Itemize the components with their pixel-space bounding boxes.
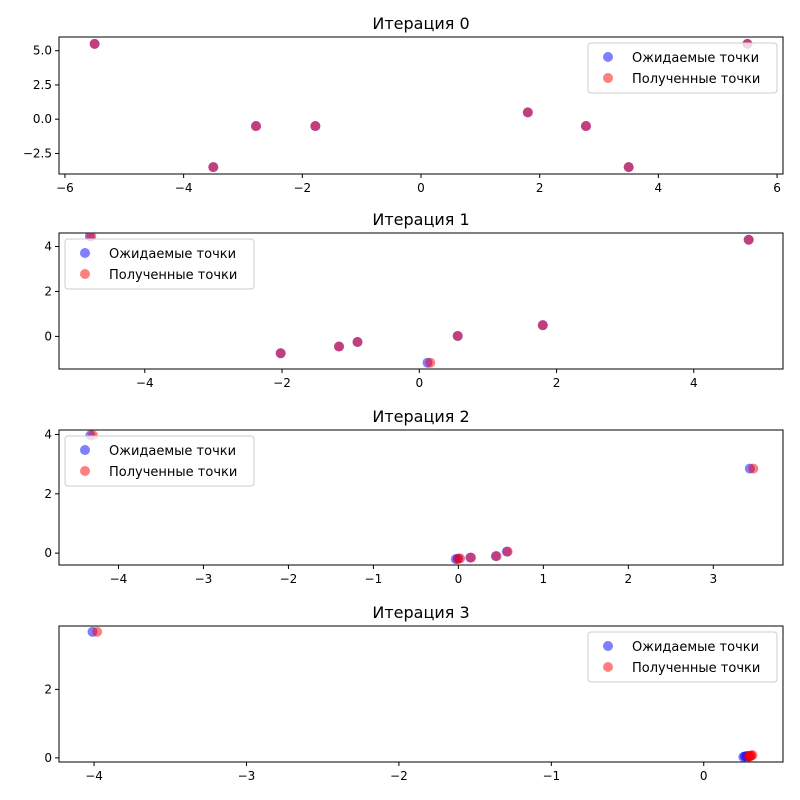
y-tick-label: 2 [44, 284, 52, 298]
obtained-point [743, 234, 754, 245]
obtained-point [425, 357, 436, 368]
x-tick-label: −2 [273, 376, 291, 390]
x-tick-label: −4 [85, 769, 103, 783]
obtained-point [623, 162, 634, 173]
legend: Ожидаемые точки Полученные точки [64, 435, 255, 487]
x-tick-label: −4 [175, 181, 193, 195]
obtained-point [452, 330, 463, 341]
legend-marker [80, 269, 90, 279]
y-tick-label: 4 [44, 427, 52, 441]
x-tick-label: −6 [56, 181, 74, 195]
y-tick-label: 5.0 [33, 44, 52, 58]
legend-label: Ожидаемые точки [632, 640, 759, 655]
obtained-point [89, 38, 100, 49]
obtained-point [466, 552, 477, 563]
obtained-point [92, 626, 103, 637]
x-tick-label: 0 [455, 572, 463, 586]
obtained-point [251, 121, 262, 132]
obtained-point [491, 551, 502, 562]
x-tick-label: −4 [136, 376, 154, 390]
x-tick-label: 4 [655, 181, 663, 195]
obtained-point [208, 162, 219, 173]
subplot-0: Итерация 0 −6 −4 −2 0 2 4 6 −2.5 0.0 2.5 5.0 Ожидаем… [23, 14, 784, 195]
legend-marker [603, 641, 613, 651]
y-tick-label: 0.0 [33, 112, 52, 126]
legend-label: Ожидаемые точки [632, 51, 759, 66]
legend-marker [80, 248, 90, 258]
legend: Ожидаемые точки Полученные точки [587, 631, 778, 683]
x-tick-label: 2 [553, 376, 561, 390]
subplot-3: Итерация 3 −4 −3 −2 −1 0 0 2 Ожидаемые точки Полу… [44, 603, 784, 783]
obtained-point [455, 553, 466, 564]
subplot-title: Итерация 3 [372, 603, 469, 622]
x-tick-label: 0 [700, 769, 708, 783]
x-tick-label: 2 [625, 572, 633, 586]
y-tick-label: 0 [44, 546, 52, 560]
legend-box [64, 435, 255, 487]
legend-marker [603, 662, 613, 672]
subplot-1: Итерация 1 −4 −2 0 2 4 0 2 4 Ожидаемые точки Получ… [44, 210, 784, 390]
subplot-title: Итерация 2 [372, 407, 469, 426]
y-tick-label: 4 [44, 239, 52, 253]
subplot-2: Итерация 2 −4 −3 −2 −1 0 1 2 3 0 2 4 Ожидаемые точки… [44, 407, 784, 586]
subplot-title: Итерация 1 [372, 210, 469, 229]
legend-label: Ожидаемые точки [109, 247, 236, 262]
y-tick-label: 2.5 [33, 78, 52, 92]
x-tick-label: 1 [540, 572, 548, 586]
x-tick-label: −2 [390, 769, 408, 783]
obtained-point [580, 121, 591, 132]
x-tick-label: 2 [536, 181, 544, 195]
obtained-point [275, 348, 286, 359]
obtained-point [748, 463, 759, 474]
x-tick-label: −3 [238, 769, 256, 783]
legend-marker [80, 445, 90, 455]
y-tick-label: 0 [44, 751, 52, 765]
legend: Ожидаемые точки Полученные точки [587, 42, 778, 94]
x-tick-label: 4 [690, 376, 698, 390]
legend-box [587, 42, 778, 94]
points-layer [85, 430, 759, 565]
legend-box [64, 238, 255, 290]
legend-label: Полученные точки [632, 72, 760, 87]
x-tick-label: 0 [417, 181, 425, 195]
legend-label: Полученные точки [632, 661, 760, 676]
obtained-point [310, 121, 321, 132]
legend-label: Полученные точки [109, 268, 237, 283]
x-tick-label: −2 [293, 181, 311, 195]
legend-marker [80, 466, 90, 476]
obtained-point [537, 320, 548, 331]
legend-marker [603, 73, 613, 83]
x-tick-label: 6 [773, 181, 781, 195]
x-tick-label: −1 [365, 572, 383, 586]
legend: Ожидаемые точки Полученные точки [64, 238, 255, 290]
legend-marker [603, 52, 613, 62]
x-tick-label: −4 [110, 572, 128, 586]
y-tick-label: 2 [44, 682, 52, 696]
x-tick-label: −1 [542, 769, 560, 783]
obtained-point [333, 341, 344, 352]
obtained-point [502, 546, 513, 557]
legend-label: Полученные точки [109, 465, 237, 480]
x-tick-label: 0 [415, 376, 423, 390]
x-tick-label: 3 [709, 572, 717, 586]
points-layer [87, 626, 758, 762]
points-layer [89, 38, 753, 173]
x-tick-label: −3 [195, 572, 213, 586]
y-tick-label: 2 [44, 487, 52, 501]
subplot-title: Итерация 0 [372, 14, 469, 33]
y-tick-label: −2.5 [23, 146, 52, 160]
x-tick-label: −2 [280, 572, 298, 586]
legend-label: Ожидаемые точки [109, 444, 236, 459]
points-layer [84, 233, 754, 368]
obtained-point [352, 337, 363, 348]
y-tick-label: 0 [44, 329, 52, 343]
obtained-point [522, 107, 533, 118]
legend-box [587, 631, 778, 683]
obtained-point [745, 750, 756, 761]
